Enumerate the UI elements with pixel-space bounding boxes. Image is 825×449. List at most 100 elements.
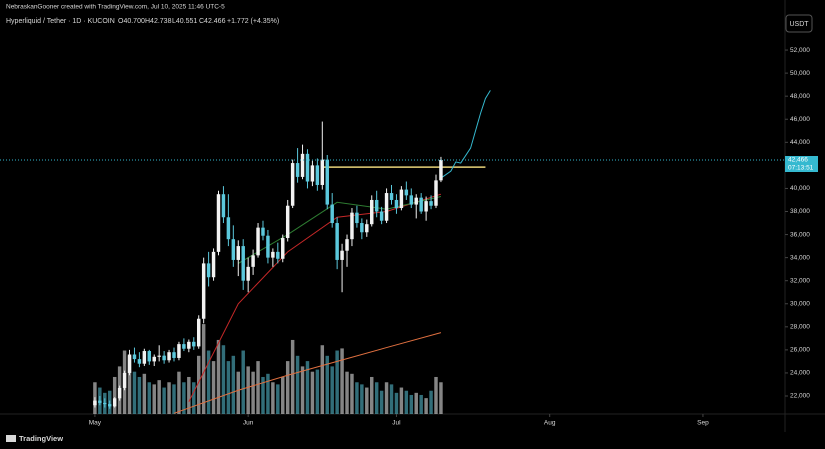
candle-body (112, 398, 117, 407)
candle-body (226, 217, 231, 240)
candle-body (142, 351, 147, 364)
logo: TradingView (19, 434, 63, 443)
volume-bar (162, 387, 166, 414)
candle-body (335, 223, 339, 260)
x-tick-label: Jun (243, 420, 254, 427)
volume-bar (394, 392, 399, 414)
volume-bar (414, 392, 418, 414)
volume-bar (419, 394, 423, 414)
candle-body (285, 205, 290, 239)
candle-body (276, 251, 280, 259)
candle-body (108, 404, 112, 407)
candle-body (325, 159, 329, 205)
countdown: 07:13:51 (788, 165, 814, 172)
volume-bar (374, 382, 379, 414)
candle-body (404, 189, 409, 196)
candle-body (127, 354, 132, 373)
volume-bar (241, 350, 245, 414)
candle-body (182, 344, 186, 349)
volume-bar (276, 384, 280, 414)
volume-bar (379, 390, 384, 414)
y-tick-label: 40,000 (790, 185, 810, 192)
candle-body (389, 193, 394, 200)
y-tick-label: 46,000 (790, 116, 810, 123)
candle-body (162, 355, 166, 361)
candle-body (177, 344, 181, 358)
currency-button[interactable] (785, 14, 813, 33)
candle-body (399, 189, 404, 209)
y-tick-label: 50,000 (790, 70, 810, 77)
volume-bar (404, 390, 409, 414)
candle-body (429, 201, 433, 206)
ohlc-open: O40.700 (118, 18, 145, 25)
overlay-line (238, 196, 442, 264)
volume-bar (434, 376, 438, 414)
symbol: Hyperliquid / Tether · 1D · KUCOIN (6, 18, 115, 25)
candle-body (157, 355, 161, 357)
overlay-line (173, 332, 442, 414)
volume-bar (187, 376, 191, 414)
volume-bar (261, 376, 265, 414)
volume-bar (365, 387, 369, 414)
candle-body (216, 194, 221, 252)
last-price-box (785, 155, 818, 172)
volume-bar (424, 398, 428, 414)
candle-body (414, 197, 418, 205)
volume-bar (429, 390, 433, 414)
x-tick-label: May (89, 420, 102, 427)
volume-bar (201, 324, 206, 414)
candle-body (350, 212, 354, 240)
y-tick-label: 32,000 (790, 277, 810, 284)
volume-bar (137, 376, 142, 414)
candle-body (246, 266, 250, 281)
ohlc-high: H42.738 (145, 18, 172, 25)
volume-bar (285, 361, 290, 414)
candle-body (196, 318, 201, 347)
volume-bar (221, 345, 226, 414)
volume-bar (315, 369, 320, 414)
candle-body (98, 400, 102, 403)
volume-bar (281, 376, 285, 414)
volume-bar (147, 382, 152, 414)
volume-bar (167, 382, 171, 414)
candle-body (281, 238, 285, 259)
y-tick-label: 26,000 (790, 347, 810, 354)
ohlc-change: +1.772 (+4.35%) (227, 18, 279, 25)
volume-bar (439, 382, 443, 414)
candle-body (251, 255, 255, 267)
volume-bar (132, 371, 137, 414)
volume-bar (256, 361, 260, 414)
volume-bar (345, 371, 349, 414)
candle-body (305, 153, 310, 182)
candle-body (355, 212, 359, 224)
candle-body (310, 165, 315, 182)
candle-body (374, 199, 379, 212)
last-price-label: 42,466 (788, 157, 808, 164)
volume-bar (196, 355, 201, 414)
volume-bar (295, 355, 300, 414)
volume-bar (325, 355, 329, 414)
volume-bar (370, 376, 374, 414)
currency-label[interactable]: USDT (789, 21, 809, 28)
volume-bar (350, 373, 354, 414)
x-tick-label: Sep (697, 420, 709, 427)
volume-bar (266, 373, 270, 414)
candle-body (132, 354, 137, 360)
ohlc-low: L40.551 (172, 18, 197, 25)
candle-body (206, 263, 211, 278)
volume-bar (290, 339, 295, 414)
y-tick-label: 22,000 (790, 393, 810, 400)
candle-body (340, 250, 344, 260)
candle-body (167, 352, 171, 361)
volume-bar (335, 350, 339, 414)
y-tick-label: 24,000 (790, 370, 810, 377)
volume-bar (182, 382, 186, 414)
volume-bar (310, 371, 315, 414)
volume-bar (216, 339, 221, 414)
candle-body (330, 204, 334, 224)
volume-bar (305, 361, 310, 414)
x-tick-label: Jul (392, 420, 401, 427)
volume-bar (231, 355, 236, 414)
candle-body (211, 251, 216, 278)
